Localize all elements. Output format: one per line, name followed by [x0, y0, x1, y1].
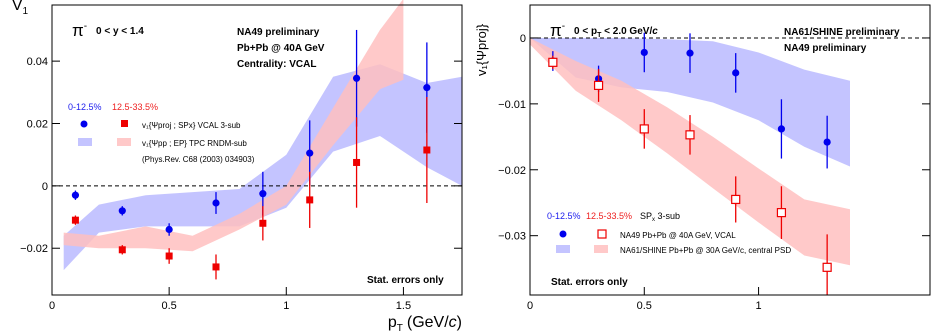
particle-label: π-	[72, 21, 87, 40]
data-point	[822, 262, 832, 272]
data-point	[423, 84, 431, 92]
x-tick-label: 1.5	[396, 300, 411, 312]
plot-frame	[529, 4, 931, 296]
data-point	[777, 125, 786, 133]
stat-errors-note: Stat. errors only	[367, 275, 444, 286]
x-tick-label: 0	[527, 300, 533, 312]
data-point	[353, 158, 361, 166]
data-point	[776, 208, 787, 218]
rapidity-cut: 0 < y < 1.4	[96, 26, 144, 37]
systematic-band	[63, 0, 404, 252]
y-tick-label: 0.04	[27, 56, 48, 68]
y-tick-label: 0	[520, 33, 526, 45]
data-point	[731, 194, 741, 205]
centrality-red: 12.5-33.5%	[586, 211, 632, 221]
x-tick-label: 0	[49, 300, 55, 312]
info-line-3: Centrality: VCAL	[237, 59, 316, 70]
centrality-blue: 0-12.5%	[547, 211, 581, 221]
data-point	[423, 146, 431, 154]
legend-red-band	[594, 245, 608, 253]
systematic-band	[63, 64, 462, 271]
legend-row-3: (Phys.Rev. C68 (2003) 034903)	[142, 155, 255, 164]
info-line-2: Pb+Pb @ 40A GeV	[237, 43, 325, 54]
plot-frame	[51, 4, 463, 296]
data-point	[118, 207, 126, 215]
legend-red-square	[121, 120, 128, 127]
y-tick-label: 0.02	[27, 118, 48, 130]
x-tick-label: 0.5	[637, 300, 652, 312]
y-tick-label: −0.02	[498, 165, 526, 177]
data-point	[165, 225, 173, 234]
data-point	[118, 246, 126, 254]
data-point	[685, 130, 695, 140]
y-axis-label: V1	[12, 0, 29, 17]
legend-row-2: v₁{Ψpp ; EP} TPC RNDM-sub	[142, 139, 247, 148]
info-line-1: NA49 preliminary	[237, 27, 320, 38]
data-point	[71, 216, 79, 224]
data-point	[306, 149, 314, 157]
data-point	[212, 199, 220, 207]
data-point	[259, 219, 267, 227]
y-tick-label: −0.03	[498, 231, 526, 243]
data-point	[640, 48, 648, 57]
legend-header-tail: SPx 3-sub	[640, 211, 680, 223]
legend-row-1: NA49 Pb+Pb @ 40A GeV, VCAL	[620, 231, 736, 240]
x-axis-label: pT (GeV/c)	[388, 314, 462, 334]
data-point	[548, 57, 558, 67]
data-point	[71, 191, 80, 199]
legend-row-1: v₁{Ψproj ; SPx} VCAL 3-sub	[142, 121, 241, 130]
data-point	[823, 138, 831, 146]
legend-blue-band	[78, 138, 92, 146]
y-tick-label: −0.02	[20, 243, 48, 255]
legend-row-2: NA61/SHINE Pb+Pb @ 30A GeV/c, central PS…	[620, 246, 791, 255]
y-tick-label: 0	[42, 181, 48, 193]
data-point	[686, 49, 694, 57]
centrality-red: 12.5-33.5%	[112, 102, 158, 112]
y-tick-label: −0.01	[498, 99, 526, 111]
data-point	[639, 124, 649, 134]
data-point	[259, 190, 267, 198]
data-point	[306, 196, 314, 204]
legend-blue-band	[556, 245, 570, 253]
x-tick-label: 1	[756, 300, 762, 312]
pt-cut: 0 < pT < 2.0 GeV/c	[574, 26, 658, 39]
x-tick-label: 1	[283, 300, 289, 312]
stat-errors-note: Stat. errors only	[551, 277, 628, 288]
data-point	[165, 252, 173, 260]
info-line-1: NA61/SHINE preliminary	[784, 27, 900, 38]
data-point	[352, 74, 361, 82]
x-tick-label: 0.5	[161, 300, 176, 312]
particle-label: π-	[550, 21, 565, 40]
info-line-2: NA49 preliminary	[784, 43, 867, 54]
centrality-blue: 0-12.5%	[68, 102, 102, 112]
data-point	[732, 69, 740, 77]
legend-blue-circle	[559, 230, 567, 238]
data-point	[593, 80, 604, 91]
legend-red-band	[117, 138, 131, 146]
legend-red-open-square	[597, 229, 607, 239]
y-axis-label: v₁{Ψproj}	[474, 23, 489, 76]
systematic-band	[530, 38, 850, 167]
data-point	[212, 263, 220, 271]
right-panel: 0 0.5 1 −0.03 −0.02 −0.01 0 v₁{Ψproj} π- 0 < p…	[474, 4, 931, 312]
legend-blue-circle	[80, 120, 88, 128]
left-panel: 0 0.5 1 1.5 −0.02 0 0.02 0.04 V1 pT (GeV/c) π- 0…	[12, 0, 463, 334]
